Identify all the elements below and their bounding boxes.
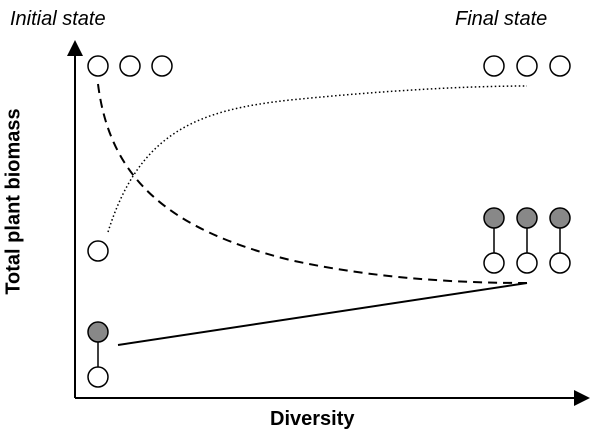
circle-open: [87, 240, 109, 262]
circle-filled: [87, 321, 109, 343]
circle-filled: [549, 207, 571, 229]
circle-open: [151, 55, 173, 77]
initial-state-label: Initial state: [10, 8, 106, 30]
circle-open: [119, 55, 141, 77]
solid-line: [117, 282, 528, 346]
circle-open: [87, 55, 109, 77]
circle-open: [549, 55, 571, 77]
circle-open: [549, 252, 571, 274]
x-axis-label: Diversity: [270, 408, 355, 430]
initial-circles-group: [87, 55, 173, 77]
linked-pair: [516, 207, 538, 274]
linked-pair: [87, 321, 109, 388]
circle-filled: [483, 207, 505, 229]
y-axis-label: Total plant biomass: [2, 108, 25, 295]
circle-open: [516, 252, 538, 274]
circle-open: [516, 55, 538, 77]
dashed-curve: [97, 83, 528, 284]
linked-pair: [483, 207, 505, 274]
circle-filled: [516, 207, 538, 229]
circle-open: [87, 366, 109, 388]
circle-open: [483, 55, 505, 77]
linked-pair: [549, 207, 571, 274]
circle-open: [483, 252, 505, 274]
final-circles-group: [483, 55, 571, 77]
final-state-label: Final state: [455, 8, 548, 30]
